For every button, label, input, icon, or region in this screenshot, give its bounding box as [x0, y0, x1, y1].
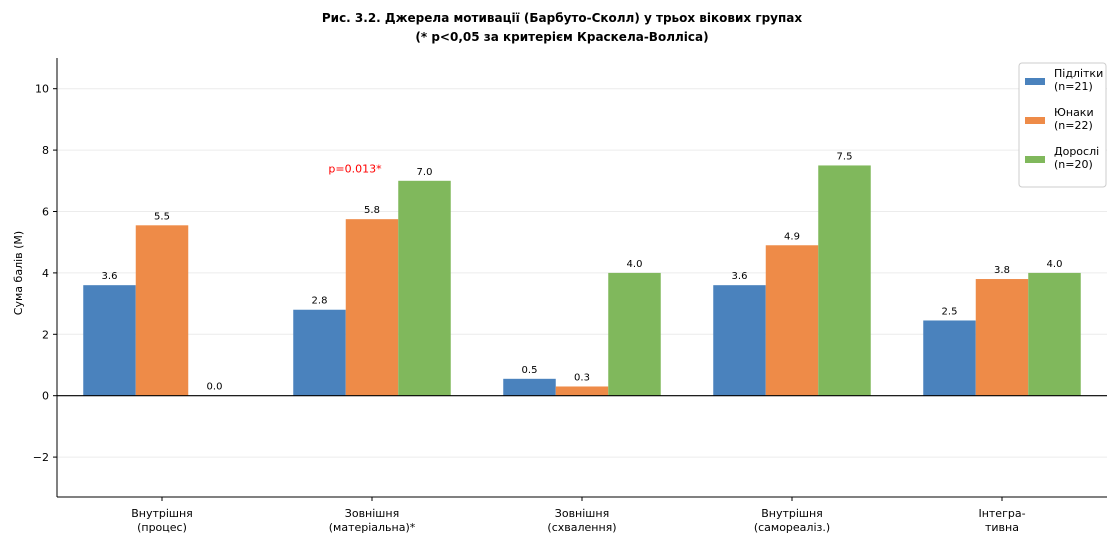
y-tick-label: 4	[42, 267, 49, 280]
data-label: 0.5	[522, 365, 538, 376]
x-tick-label: Інтегра-тивна	[978, 507, 1025, 534]
x-ticks: Внутрішня (процес) Зовнішня (матеріальна)* З…	[131, 497, 1026, 534]
axes	[56, 58, 1107, 498]
bars	[83, 165, 1081, 396]
y-tick-label: 8	[42, 144, 49, 157]
data-label: 5.5	[154, 211, 170, 222]
chart-title-line1: Рис. 3.2. Джерела мотивації (Барбуто-Ско…	[322, 11, 803, 25]
p-value-annotation: p=0.013*	[328, 163, 382, 176]
bar	[555, 386, 609, 396]
data-label: 2.8	[312, 296, 328, 307]
x-tick-label: Внутрішня (самореаліз.)	[754, 507, 830, 534]
bar	[765, 245, 819, 396]
bar	[83, 285, 136, 396]
legend-swatch	[1025, 117, 1045, 124]
bar	[818, 165, 871, 396]
bar	[975, 279, 1029, 396]
data-label: 0.0	[207, 382, 223, 393]
legend: Підлітки (n=21) Юнаки (n=22) Дорослі (n=20)	[1018, 62, 1107, 188]
y-tick-label: 6	[42, 205, 49, 218]
grid-lines	[57, 88, 1107, 458]
data-label: 4.0	[627, 259, 643, 270]
data-label: 2.5	[942, 306, 958, 317]
legend-swatch	[1025, 156, 1045, 163]
bar	[345, 219, 399, 396]
x-tick-label: Внутрішня (процес)	[131, 507, 193, 534]
data-label: 4.0	[1047, 259, 1063, 270]
legend-label: Юнаки (n=22)	[1054, 106, 1094, 132]
bar	[293, 309, 346, 396]
data-label: 3.8	[994, 265, 1010, 276]
data-label: 3.6	[732, 271, 748, 282]
data-label: 5.8	[364, 205, 380, 216]
legend-swatch	[1025, 78, 1045, 85]
data-labels: 3.6 2.8 0.5 3.6 2.5 5.5 5.8 0.3 4.9 3.8 0.0 7.0 4.0 7…	[102, 151, 1063, 392]
bar	[713, 285, 766, 396]
y-tick-label: −2	[33, 451, 49, 464]
y-tick-label: 10	[35, 83, 49, 96]
y-tick-label: 0	[42, 390, 49, 403]
chart-title-line2: (* p<0,05 за критерієм Краскела-Волліса)	[415, 30, 708, 44]
bar	[1028, 272, 1081, 396]
data-label: 7.0	[417, 167, 433, 178]
bar	[503, 378, 556, 396]
y-tick-label: 2	[42, 328, 49, 341]
annotations: p=0.013*	[328, 163, 382, 176]
data-label: 4.9	[784, 231, 800, 242]
bar	[923, 320, 976, 396]
data-label: 0.3	[574, 372, 590, 383]
bar	[135, 225, 189, 396]
bar	[398, 180, 451, 396]
data-label: 7.5	[837, 151, 853, 162]
x-tick-label: Зовнішня (схвалення)	[547, 507, 616, 534]
y-axis-label: Сума балів (M)	[12, 231, 25, 315]
data-label: 3.6	[102, 271, 118, 282]
legend-label: Підлітки (n=21)	[1054, 67, 1103, 93]
y-ticks: −2 0 2 4 6 8 10	[33, 83, 57, 464]
bar	[608, 272, 661, 396]
x-tick-label: Зовнішня (матеріальна)*	[329, 507, 416, 534]
legend-label: Дорослі (n=20)	[1054, 145, 1099, 171]
